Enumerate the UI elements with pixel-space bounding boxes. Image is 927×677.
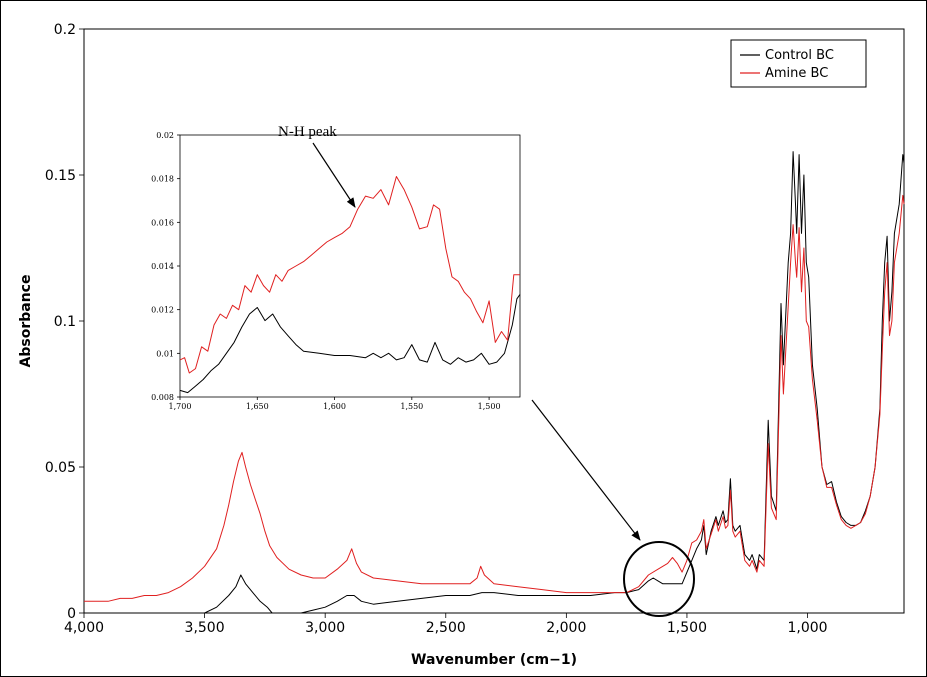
y-tick-label: 0.018 bbox=[151, 175, 174, 184]
zoom-connector-arrow bbox=[531, 399, 641, 541]
y-tick-label: 0.2 bbox=[54, 22, 76, 38]
y-tick-label: 0.012 bbox=[151, 306, 174, 315]
inset-plot-area bbox=[179, 134, 521, 398]
x-tick-label: 3,000 bbox=[305, 620, 345, 636]
y-tick-label: 0.016 bbox=[151, 218, 174, 227]
y-tick-label: 0.008 bbox=[151, 393, 174, 402]
inset-series-lines bbox=[179, 176, 521, 394]
y-tick-label: 0.05 bbox=[45, 460, 76, 476]
nh-peak-annotation: N-H peak bbox=[278, 124, 337, 140]
legend-label-amine: Amine BC bbox=[765, 66, 828, 81]
inset-axis-ticks: 1,700 1,650 1,600 1,550 1,500 0.008 0.01 0.012 0… bbox=[151, 131, 500, 411]
x-tick-label: 1,600 bbox=[323, 402, 346, 411]
series-line-control-bc bbox=[204, 151, 905, 614]
y-tick-label: 0.014 bbox=[151, 262, 174, 271]
x-tick-label: 3,500 bbox=[185, 620, 225, 636]
series-line-amine-bc bbox=[84, 194, 905, 602]
zoom-region-circle bbox=[623, 541, 695, 617]
legend-label-control: Control BC bbox=[765, 48, 834, 63]
x-tick-label: 2,500 bbox=[426, 620, 466, 636]
x-tick-label: 1,000 bbox=[787, 620, 827, 636]
x-tick-label: 4,000 bbox=[64, 620, 104, 636]
main-axis-ticks: 4,000 3,500 3,000 2,500 2,000 1,500 1,000 0 0.05… bbox=[45, 22, 828, 636]
main-series-lines bbox=[84, 151, 905, 614]
y-tick-label: 0 bbox=[67, 606, 76, 622]
y-tick-label: 0.1 bbox=[54, 314, 76, 330]
y-axis-label: Absorbance bbox=[18, 275, 34, 368]
series-line-control-bc bbox=[179, 294, 521, 394]
x-tick-label: 1,650 bbox=[246, 402, 269, 411]
x-tick-label: 1,500 bbox=[478, 402, 501, 411]
x-axis-label: Wavenumber (cm−1) bbox=[411, 652, 577, 668]
x-tick-label: 1,500 bbox=[667, 620, 707, 636]
x-tick-label: 1,550 bbox=[400, 402, 423, 411]
y-tick-label: 0.01 bbox=[156, 349, 174, 358]
y-tick-label: 0.02 bbox=[156, 131, 174, 140]
y-tick-label: 0.15 bbox=[45, 168, 76, 184]
legend: Control BC Amine BC bbox=[730, 39, 867, 88]
x-tick-label: 2,000 bbox=[546, 620, 586, 636]
nh-peak-arrow bbox=[312, 142, 356, 208]
series-line-amine-bc bbox=[179, 176, 520, 374]
legend-box bbox=[730, 39, 867, 88]
x-tick-label: 1,700 bbox=[169, 402, 192, 411]
